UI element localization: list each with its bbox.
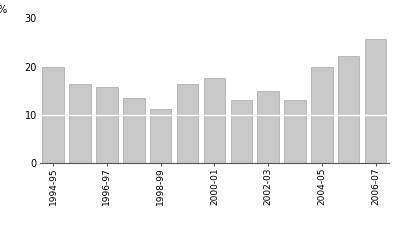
Bar — [204, 78, 225, 163]
Bar — [231, 99, 252, 163]
Bar — [123, 98, 145, 163]
Bar — [338, 56, 360, 163]
Bar — [365, 39, 386, 163]
Bar — [257, 91, 279, 163]
Bar — [177, 84, 198, 163]
Bar — [284, 101, 306, 163]
Bar — [42, 67, 64, 163]
Bar — [69, 84, 91, 163]
Bar — [150, 109, 172, 163]
Text: %: % — [0, 5, 7, 15]
Bar — [311, 67, 333, 163]
Bar — [96, 87, 118, 163]
